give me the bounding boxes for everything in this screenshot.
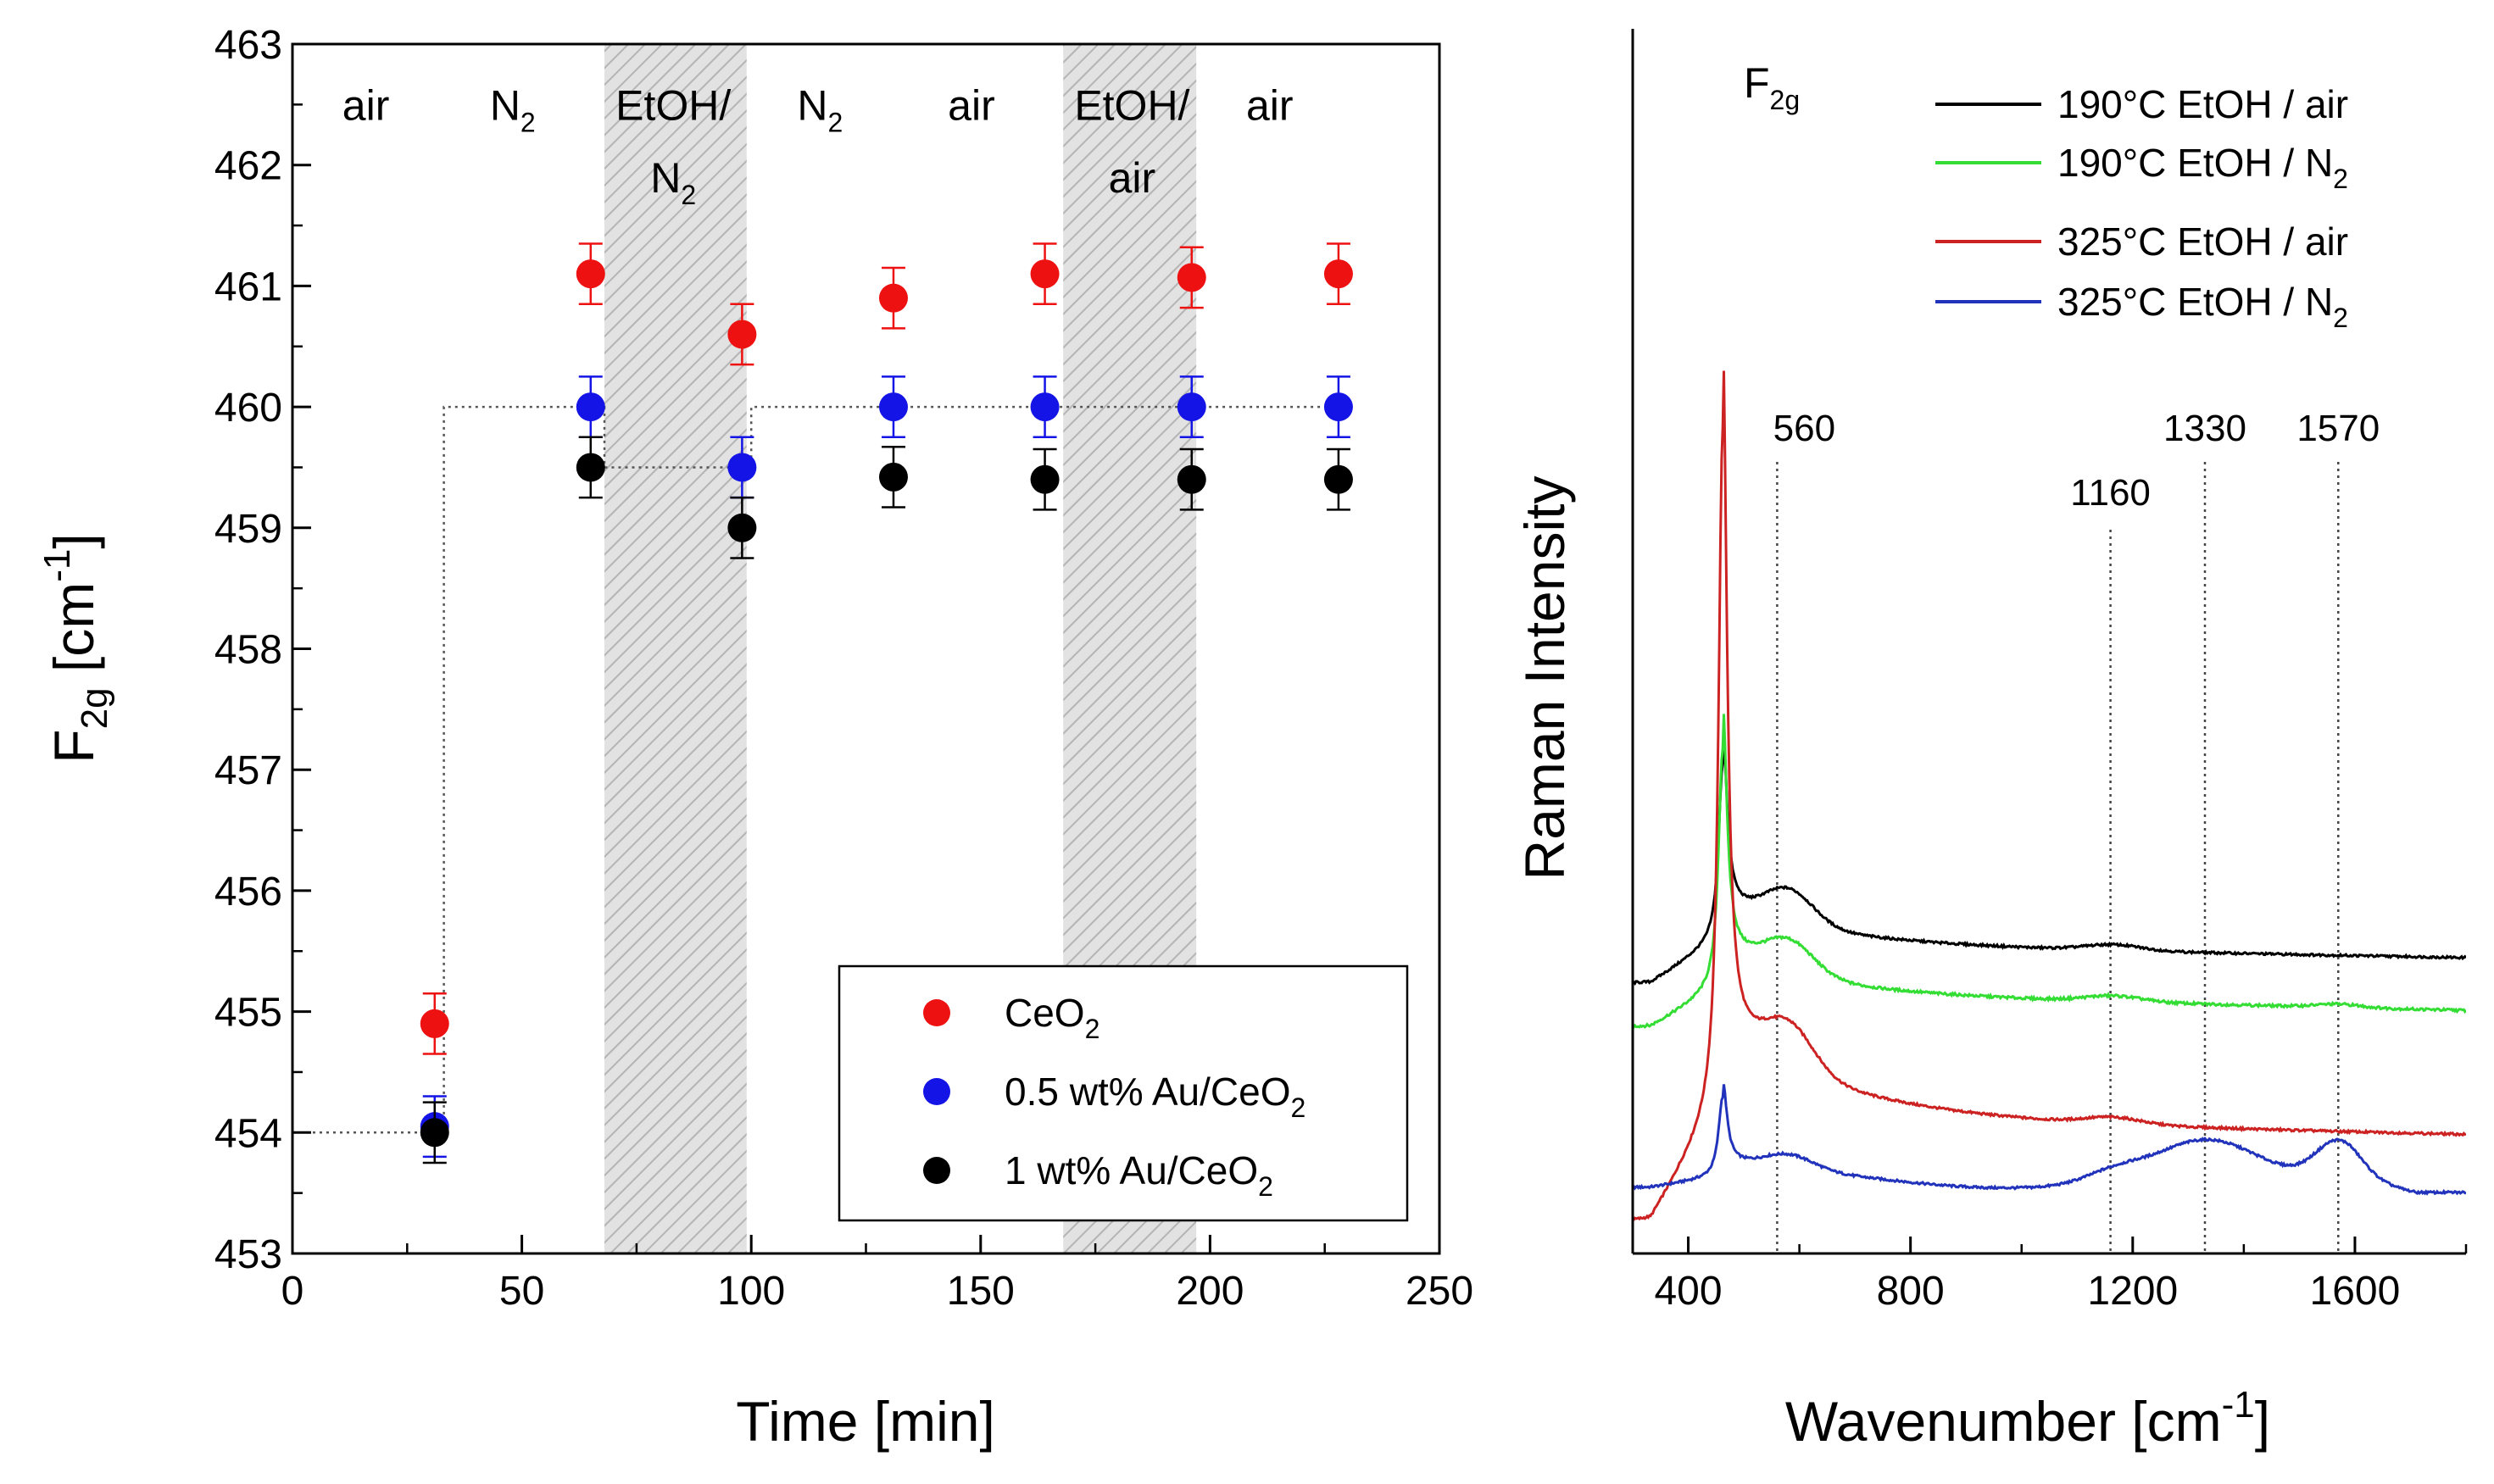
shaded-region-1 xyxy=(604,44,747,1253)
y-tick-label: 460 xyxy=(214,386,282,431)
spectrum-190-c-etoh-n2 xyxy=(1633,714,2466,1029)
raman-legend: 190°C EtOH / air 190°C EtOH / N2 325°C E… xyxy=(1935,82,2348,333)
data-point xyxy=(576,453,605,482)
legend-label-325-air: 325°C EtOH / air xyxy=(2057,220,2348,264)
data-point xyxy=(1030,464,1060,494)
raman-x-tick-label: 1200 xyxy=(2087,1269,2178,1314)
legend-item-ceo2: CeO2 xyxy=(923,991,1099,1044)
raman-x-tick-label: 800 xyxy=(1877,1269,1945,1314)
data-point xyxy=(878,462,908,492)
f2g-peak-label: F2g xyxy=(1744,59,1800,115)
data-point xyxy=(1177,263,1206,292)
legend-marker-au05 xyxy=(923,1078,950,1105)
data-point xyxy=(1323,392,1353,422)
atmosphere-labels: air N2 EtOH/N2 N2 air EtOH/air air xyxy=(342,81,1294,210)
y-tick-label: 461 xyxy=(214,264,282,309)
atmosphere-label-6: air xyxy=(948,81,995,129)
y-tick-label: 462 xyxy=(214,144,282,189)
data-point xyxy=(727,513,757,542)
atmosphere-label-7: EtOH/ xyxy=(1074,81,1189,129)
data-point xyxy=(878,392,908,422)
shift-legend: CeO2 0.5 wt% Au/CeO2 1 wt% Au/CeO2 xyxy=(838,964,1409,1222)
axis-ticks: 453 454 455 456 457 458 459 460 461 462 463 0 50 100 1… xyxy=(214,23,1473,1314)
band-label-1160: 1160 xyxy=(2070,472,2151,514)
raman-axis-ticks: 400 800 1200 1600 xyxy=(1654,1237,2468,1314)
y-tick-label: 456 xyxy=(214,870,282,914)
series-1-wt-au-ceo2 xyxy=(420,436,1353,1164)
y-tick-label: 455 xyxy=(214,991,282,1036)
x-tick-label: 200 xyxy=(1176,1269,1244,1314)
data-point xyxy=(1323,464,1353,494)
atmosphere-label-1: air xyxy=(342,81,390,129)
atmosphere-label-8: air xyxy=(1109,154,1156,202)
atmosphere-shading xyxy=(604,44,1197,1253)
data-point xyxy=(878,283,908,313)
reference-step-polyline xyxy=(292,405,1339,1134)
raman-y-axis-title: Raman Intensity xyxy=(1513,476,1576,881)
data-point xyxy=(1323,259,1353,289)
band-label-1330: 1330 xyxy=(2163,408,2246,449)
data-point xyxy=(1030,259,1060,289)
legend-label-190-n2: 190°C EtOH / N2 xyxy=(2057,141,2348,194)
atmosphere-label-3: EtOH/ xyxy=(615,81,731,129)
legend-marker-ceo2 xyxy=(923,999,950,1026)
data-point xyxy=(1177,392,1206,422)
data-point xyxy=(576,392,605,422)
data-points xyxy=(420,242,1353,1164)
data-point xyxy=(420,1118,449,1148)
x-tick-label: 50 xyxy=(499,1269,544,1314)
raman-spectra xyxy=(1633,370,2466,1222)
band-label-1570: 1570 xyxy=(2296,408,2380,449)
atmosphere-label-5: N2 xyxy=(797,81,843,137)
spectrum-325-c-etoh-n2 xyxy=(1633,1084,2466,1196)
raman-chart: 400 800 1200 1600 560 1160 1330 1570 F2g 190°C… xyxy=(1513,29,2468,1453)
raman-x-tick-label: 1600 xyxy=(2310,1269,2401,1314)
legend-label-au05: 0.5 wt% Au/CeO2 xyxy=(1005,1070,1305,1123)
data-point xyxy=(1030,392,1060,422)
spectrum-325-c-etoh-air xyxy=(1633,370,2466,1222)
data-point xyxy=(727,453,757,482)
x-tick-label: 150 xyxy=(947,1269,1015,1314)
x-tick-label: 0 xyxy=(281,1269,304,1314)
raman-x-tick-label: 400 xyxy=(1654,1269,1722,1314)
y-tick-label: 457 xyxy=(214,748,282,793)
spectrum-190-c-etoh-air xyxy=(1633,733,2466,986)
legend-item-au05: 0.5 wt% Au/CeO2 xyxy=(923,1070,1305,1123)
data-point xyxy=(727,320,757,349)
legend-item-325-n2: 325°C EtOH / N2 xyxy=(1935,280,2348,333)
y-tick-label: 453 xyxy=(214,1232,282,1277)
legend-label-190-air: 190°C EtOH / air xyxy=(2057,82,2348,126)
legend-marker-au1 xyxy=(923,1157,950,1184)
raman-x-axis-title: Wavenumber [cm-1] xyxy=(1785,1384,2270,1453)
y-tick-label: 458 xyxy=(214,628,282,673)
legend-label-ceo2: CeO2 xyxy=(1005,991,1099,1044)
legend-label-au1: 1 wt% Au/CeO2 xyxy=(1005,1148,1273,1202)
legend-item-190-n2: 190°C EtOH / N2 xyxy=(1935,141,2348,194)
y-tick-label: 454 xyxy=(214,1111,282,1156)
data-point xyxy=(1177,464,1206,494)
shift-y-axis-title: F2g [cm-1] xyxy=(36,533,115,763)
y-tick-label: 459 xyxy=(214,507,282,552)
data-point xyxy=(576,259,605,289)
x-tick-label: 100 xyxy=(717,1269,785,1314)
band-reference-lines xyxy=(1776,462,2340,1253)
legend-item-au1: 1 wt% Au/CeO2 xyxy=(923,1148,1273,1202)
legend-label-325-n2: 325°C EtOH / N2 xyxy=(2057,280,2348,333)
reference-step-line xyxy=(292,405,1339,1134)
shift-x-axis-title: Time [min] xyxy=(736,1390,995,1453)
series-ceo2 xyxy=(420,242,1353,1055)
atmosphere-label-4: N2 xyxy=(650,154,696,210)
band-label-560: 560 xyxy=(1773,408,1835,449)
atmosphere-label-2: N2 xyxy=(490,81,536,137)
data-point xyxy=(420,1009,449,1038)
band-labels: 560 1160 1330 1570 xyxy=(1773,408,2380,514)
legend-item-190-air: 190°C EtOH / air xyxy=(1935,82,2348,126)
atmosphere-label-9: air xyxy=(1246,81,1294,129)
y-tick-label: 463 xyxy=(214,23,282,68)
legend-item-325-air: 325°C EtOH / air xyxy=(1935,220,2348,264)
x-tick-label: 250 xyxy=(1406,1269,1473,1314)
